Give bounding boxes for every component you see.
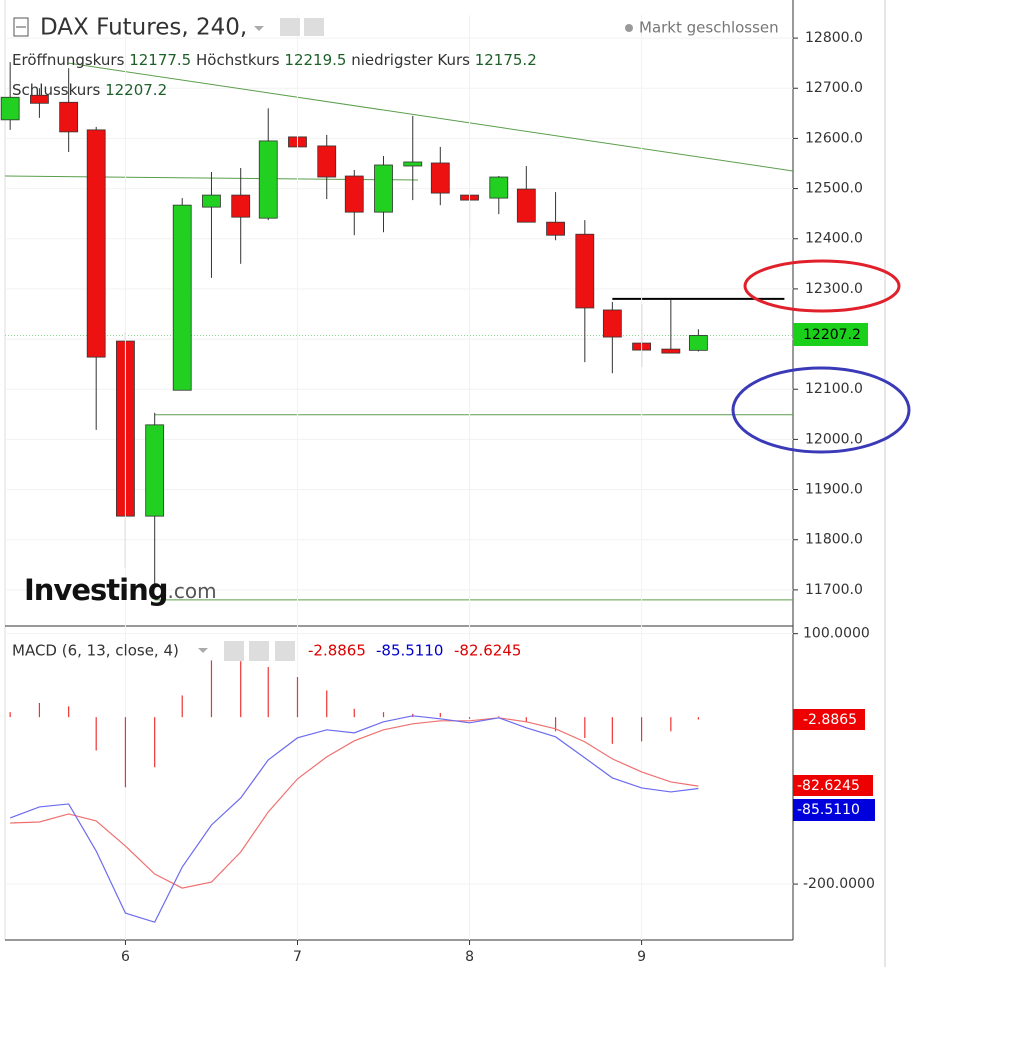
y-tick-label: 12400.0: [805, 231, 863, 247]
ohlc-header: Schlusskurs 12207.2: [12, 81, 167, 99]
indicator-title: MACD (6, 13, close, 4): [12, 642, 179, 660]
candle-body: [403, 161, 423, 167]
price-box-label: 12207.2: [803, 327, 861, 343]
annotation-ellipse: [731, 366, 911, 454]
candle-body: [172, 204, 192, 391]
value-box: [793, 775, 873, 796]
y-tick-label: 12300.0: [805, 281, 863, 297]
candle-body: [575, 233, 595, 309]
candle-body: [231, 194, 251, 218]
signal-line: [10, 717, 699, 889]
candle-body: [374, 164, 393, 213]
candle-body: [59, 101, 79, 133]
candle-body: [688, 335, 708, 351]
x-tick-label: 8: [465, 949, 474, 965]
y-tick-label: 12500.0: [805, 181, 863, 197]
y-tick-label: 11900.0: [805, 482, 863, 498]
dropdown-icon[interactable]: [198, 648, 208, 653]
plot-layer: 11700.011800.011900.012000.012100.012200…: [0, 15, 875, 965]
y-tick-label: 11800.0: [805, 532, 863, 548]
readout-histogram: -2.8865: [308, 642, 366, 660]
y-tick-label: 12000.0: [805, 431, 863, 447]
price-box: [793, 323, 868, 346]
y-tick-label: 12100.0: [805, 381, 863, 397]
settings-icon[interactable]: [249, 641, 269, 661]
dropdown-icon[interactable]: [254, 26, 264, 31]
value-box-label: -2.8865: [803, 712, 857, 728]
ohlc-label: Eröffnungskurs: [12, 51, 125, 69]
settings-icon[interactable]: [304, 18, 324, 36]
readout-signal: -82.6245: [454, 642, 521, 660]
x-tick-label: 7: [293, 949, 302, 965]
candle-body: [430, 162, 450, 194]
ohlc-label: Höchstkurs: [196, 51, 280, 69]
candle-body: [489, 176, 509, 199]
chart-title: DAX Futures, 240,: [40, 15, 247, 41]
status-dot: [625, 24, 633, 32]
candle-body: [661, 348, 681, 354]
candle-body: [86, 129, 106, 358]
y-tick-label: 12700.0: [805, 80, 863, 96]
y-tick-label: 12800.0: [805, 30, 863, 46]
logo-suffix: .com: [167, 579, 216, 603]
ohlc-value: 12177.5: [129, 51, 191, 69]
y-tick-label: 11700.0: [805, 582, 863, 598]
macd-line: [9, 715, 699, 923]
x-tick-label: 9: [637, 949, 646, 965]
ohlc-header: Eröffnungskurs 12177.5 Höchstkurs 12219.…: [12, 51, 537, 69]
y-tick-label: -200.0000: [803, 876, 875, 892]
trend-line: [68, 62, 794, 172]
candle-body: [317, 145, 337, 178]
readout-macd: -85.5110: [376, 642, 443, 660]
value-box-label: -85.5110: [797, 802, 860, 818]
annotation-ellipse: [743, 259, 901, 313]
collapse-icon[interactable]: [13, 17, 29, 37]
ohlc-label: niedrigster Kurs: [351, 51, 470, 69]
ohlc-value: 12207.2: [105, 81, 167, 99]
value-box: [793, 709, 865, 730]
candle-body: [145, 424, 165, 517]
value-box: [793, 799, 875, 821]
ohlc-value: 12219.5: [284, 51, 346, 69]
x-tick-label: 6: [121, 949, 130, 965]
ohlc-value: 12175.2: [475, 51, 537, 69]
candle-body: [516, 188, 536, 223]
candle-body: [202, 194, 221, 208]
candle-body: [30, 94, 49, 104]
logo: Investing.com: [24, 573, 217, 607]
candle-body: [258, 140, 278, 219]
market-status: Markt geschlossen: [639, 19, 779, 37]
candle-body: [602, 309, 622, 338]
close-icon[interactable]: [275, 641, 295, 661]
candle-body: [0, 96, 20, 121]
value-box-label: -82.6245: [797, 778, 860, 794]
candle-body: [546, 221, 565, 236]
y-tick-label: 100.0000: [803, 626, 870, 642]
visibility-icon[interactable]: [224, 641, 244, 661]
logo-main: Investing: [24, 573, 167, 607]
y-tick-label: 12600.0: [805, 130, 863, 146]
visibility-icon[interactable]: [280, 18, 300, 36]
ohlc-label: Schlusskurs: [12, 81, 100, 99]
candle-body: [344, 175, 364, 213]
